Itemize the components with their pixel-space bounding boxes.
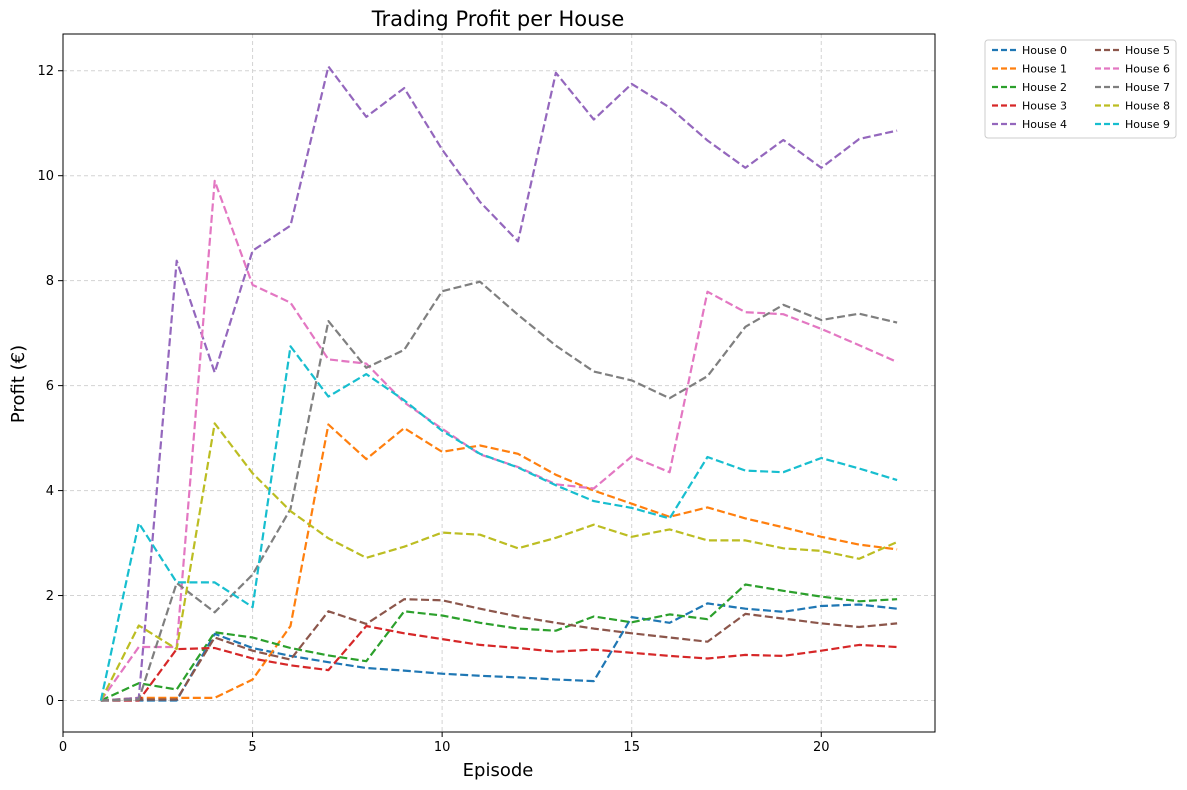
series-line-house-3 bbox=[100, 624, 898, 702]
legend-label: House 9 bbox=[1125, 118, 1170, 131]
y-tick-label: 0 bbox=[46, 694, 54, 709]
series-line-house-0 bbox=[100, 602, 898, 702]
y-axis-label: Profit (€) bbox=[8, 345, 29, 423]
legend-label: House 0 bbox=[1022, 44, 1067, 57]
series-line-house-8 bbox=[99, 422, 898, 701]
y-axis-ticks: 0 2 4 6 8 10 12 bbox=[37, 64, 63, 709]
series-line-house-2 bbox=[100, 583, 898, 702]
legend-label: House 3 bbox=[1022, 100, 1067, 113]
legend-label: House 8 bbox=[1125, 100, 1170, 113]
x-axis-label: Episode bbox=[463, 760, 534, 781]
grid-lines bbox=[62, 34, 935, 732]
series-line-house-6 bbox=[100, 179, 898, 702]
x-tick-label: 15 bbox=[623, 740, 640, 755]
legend-label: House 1 bbox=[1022, 63, 1067, 76]
y-tick-label: 2 bbox=[46, 589, 54, 604]
y-tick-label: 8 bbox=[46, 274, 54, 289]
series-line-house-7 bbox=[100, 280, 898, 702]
x-tick-label: 20 bbox=[813, 740, 830, 755]
x-tick-label: 5 bbox=[248, 740, 256, 755]
plot-frame bbox=[62, 33, 936, 733]
y-tick-label: 6 bbox=[46, 379, 54, 394]
chart-title: Trading Profit per House bbox=[371, 7, 625, 31]
legend-label: House 4 bbox=[1022, 118, 1067, 131]
x-tick-label: 0 bbox=[59, 740, 67, 755]
series-line-house-4 bbox=[100, 65, 898, 702]
legend-label: House 7 bbox=[1125, 81, 1170, 94]
series-line-house-1 bbox=[100, 423, 898, 702]
series-lines bbox=[99, 65, 898, 702]
y-tick-label: 12 bbox=[37, 64, 54, 79]
legend-box bbox=[984, 39, 1177, 139]
series-line-house-5 bbox=[100, 598, 898, 702]
y-tick-label: 10 bbox=[37, 169, 54, 184]
series-line-house-9 bbox=[99, 345, 898, 701]
legend-label: House 2 bbox=[1022, 81, 1067, 94]
legend-label: House 5 bbox=[1125, 44, 1170, 57]
y-tick-label: 4 bbox=[46, 484, 54, 499]
x-tick-label: 10 bbox=[434, 740, 451, 755]
legend: House 0 House 1 House 2 House 3 House 4 House… bbox=[984, 39, 1177, 139]
legend-label: House 6 bbox=[1125, 63, 1170, 76]
x-axis-ticks: 0 5 10 15 20 bbox=[59, 732, 830, 755]
